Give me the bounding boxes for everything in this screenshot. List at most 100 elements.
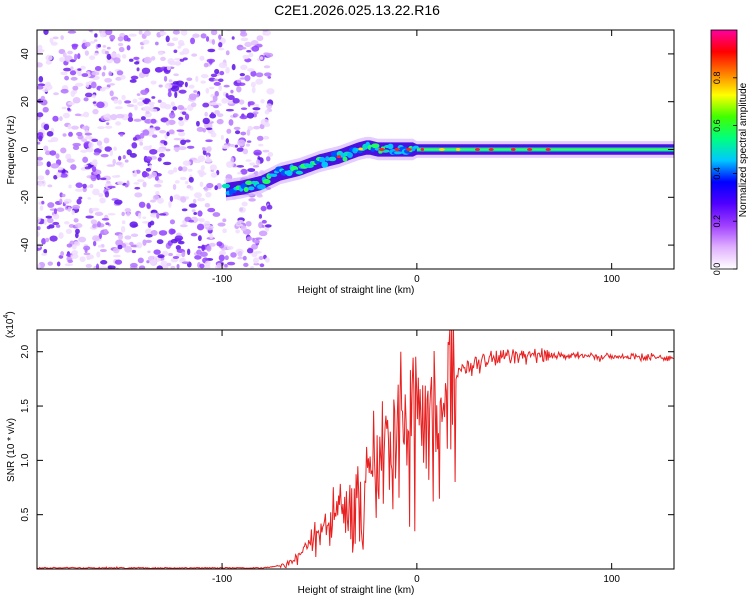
- noise-speckle: [117, 233, 123, 241]
- noise-speckle: [67, 124, 72, 130]
- noise-speckle: [47, 217, 54, 224]
- signal-hotspot: [394, 148, 400, 151]
- noise-speckle: [179, 176, 187, 181]
- noise-speckle: [262, 149, 270, 153]
- noise-speckle: [188, 219, 195, 223]
- noise-speckle: [205, 191, 212, 198]
- chart-title: C2E1.2026.025.13.22.R16: [274, 2, 440, 18]
- noise-speckle: [245, 159, 252, 162]
- noise-speckle: [40, 99, 48, 106]
- noise-speckle: [230, 252, 237, 258]
- noise-speckle: [233, 126, 241, 130]
- noise-speckle: [117, 36, 124, 42]
- noise-speckle: [186, 77, 193, 81]
- noise-speckle: [134, 104, 138, 111]
- noise-speckle: [97, 221, 101, 228]
- noise-speckle: [75, 182, 83, 188]
- noise-speckle: [237, 171, 242, 175]
- noise-speckle: [260, 99, 265, 104]
- noise-speckle: [182, 57, 188, 61]
- noise-speckle: [37, 62, 43, 68]
- colorbar-tick-label: 0.4: [712, 167, 722, 180]
- noise-speckle: [266, 103, 273, 110]
- noise-speckle: [240, 30, 246, 35]
- noise-speckle: [209, 242, 216, 247]
- noise-speckle: [82, 183, 87, 189]
- noise-speckle: [70, 253, 79, 259]
- noise-speckle: [191, 53, 198, 57]
- noise-speckle: [251, 86, 256, 94]
- noise-speckle: [92, 240, 97, 247]
- noise-speckle: [86, 185, 91, 188]
- noise-speckle: [96, 173, 101, 181]
- noise-speckle: [168, 228, 175, 235]
- noise-speckle: [99, 197, 106, 204]
- noise-speckle: [66, 243, 73, 248]
- noise-speckle: [72, 145, 80, 151]
- noise-speckle: [100, 244, 105, 248]
- noise-speckle: [165, 148, 171, 152]
- signal-blob: [328, 156, 337, 162]
- noise-speckle: [120, 74, 126, 80]
- noise-speckle: [112, 247, 120, 254]
- noise-speckle: [64, 75, 70, 81]
- noise-speckle: [92, 235, 100, 242]
- noise-speckle: [258, 255, 264, 260]
- noise-speckle: [175, 244, 182, 251]
- noise-speckle: [130, 75, 139, 80]
- signal-hotspot: [336, 155, 342, 159]
- noise-speckle: [146, 202, 151, 209]
- noise-speckle: [74, 53, 78, 61]
- noise-speckle: [142, 181, 147, 188]
- noise-speckle: [109, 90, 114, 97]
- noise-speckle: [247, 168, 256, 173]
- noise-speckle: [250, 81, 256, 88]
- noise-speckle: [150, 56, 156, 61]
- noise-speckle: [208, 86, 215, 90]
- signal-hotspot: [474, 148, 480, 151]
- noise-speckle: [173, 73, 179, 77]
- noise-speckle: [202, 127, 207, 133]
- noise-region: [37, 30, 275, 269]
- noise-speckle: [163, 140, 168, 146]
- noise-speckle: [186, 145, 195, 149]
- noise-speckle: [126, 104, 135, 108]
- noise-speckle: [173, 49, 178, 54]
- noise-speckle: [70, 76, 78, 81]
- noise-speckle: [131, 142, 138, 149]
- noise-speckle: [158, 84, 163, 88]
- noise-speckle: [151, 171, 158, 178]
- noise-speckle: [37, 230, 40, 238]
- noise-speckle: [219, 70, 225, 76]
- noise-speckle: [74, 232, 79, 239]
- noise-speckle: [124, 183, 129, 188]
- noise-speckle: [255, 104, 260, 107]
- noise-speckle: [150, 259, 157, 266]
- noise-speckle: [138, 212, 142, 219]
- noise-speckle: [184, 181, 189, 185]
- noise-speckle: [132, 98, 138, 104]
- noise-speckle: [79, 256, 86, 263]
- noise-speckle: [206, 245, 212, 252]
- noise-speckle: [95, 263, 100, 269]
- noise-speckle: [176, 129, 185, 132]
- noise-speckle: [93, 39, 98, 42]
- noise-speckle: [142, 216, 147, 219]
- noise-speckle: [153, 249, 161, 255]
- noise-speckle: [113, 146, 117, 151]
- noise-speckle: [256, 194, 263, 198]
- noise-speckle: [247, 68, 255, 72]
- noise-speckle: [158, 152, 165, 158]
- snr-y-tick-label: 1.0: [20, 453, 31, 467]
- noise-speckle: [216, 262, 222, 269]
- noise-speckle: [157, 197, 164, 204]
- noise-speckle: [225, 50, 230, 56]
- noise-speckle: [121, 220, 126, 225]
- noise-speckle: [267, 76, 272, 79]
- noise-speckle: [169, 195, 174, 202]
- noise-speckle: [61, 193, 66, 198]
- noise-speckle: [49, 235, 58, 242]
- noise-speckle: [157, 254, 165, 259]
- noise-speckle: [97, 43, 102, 48]
